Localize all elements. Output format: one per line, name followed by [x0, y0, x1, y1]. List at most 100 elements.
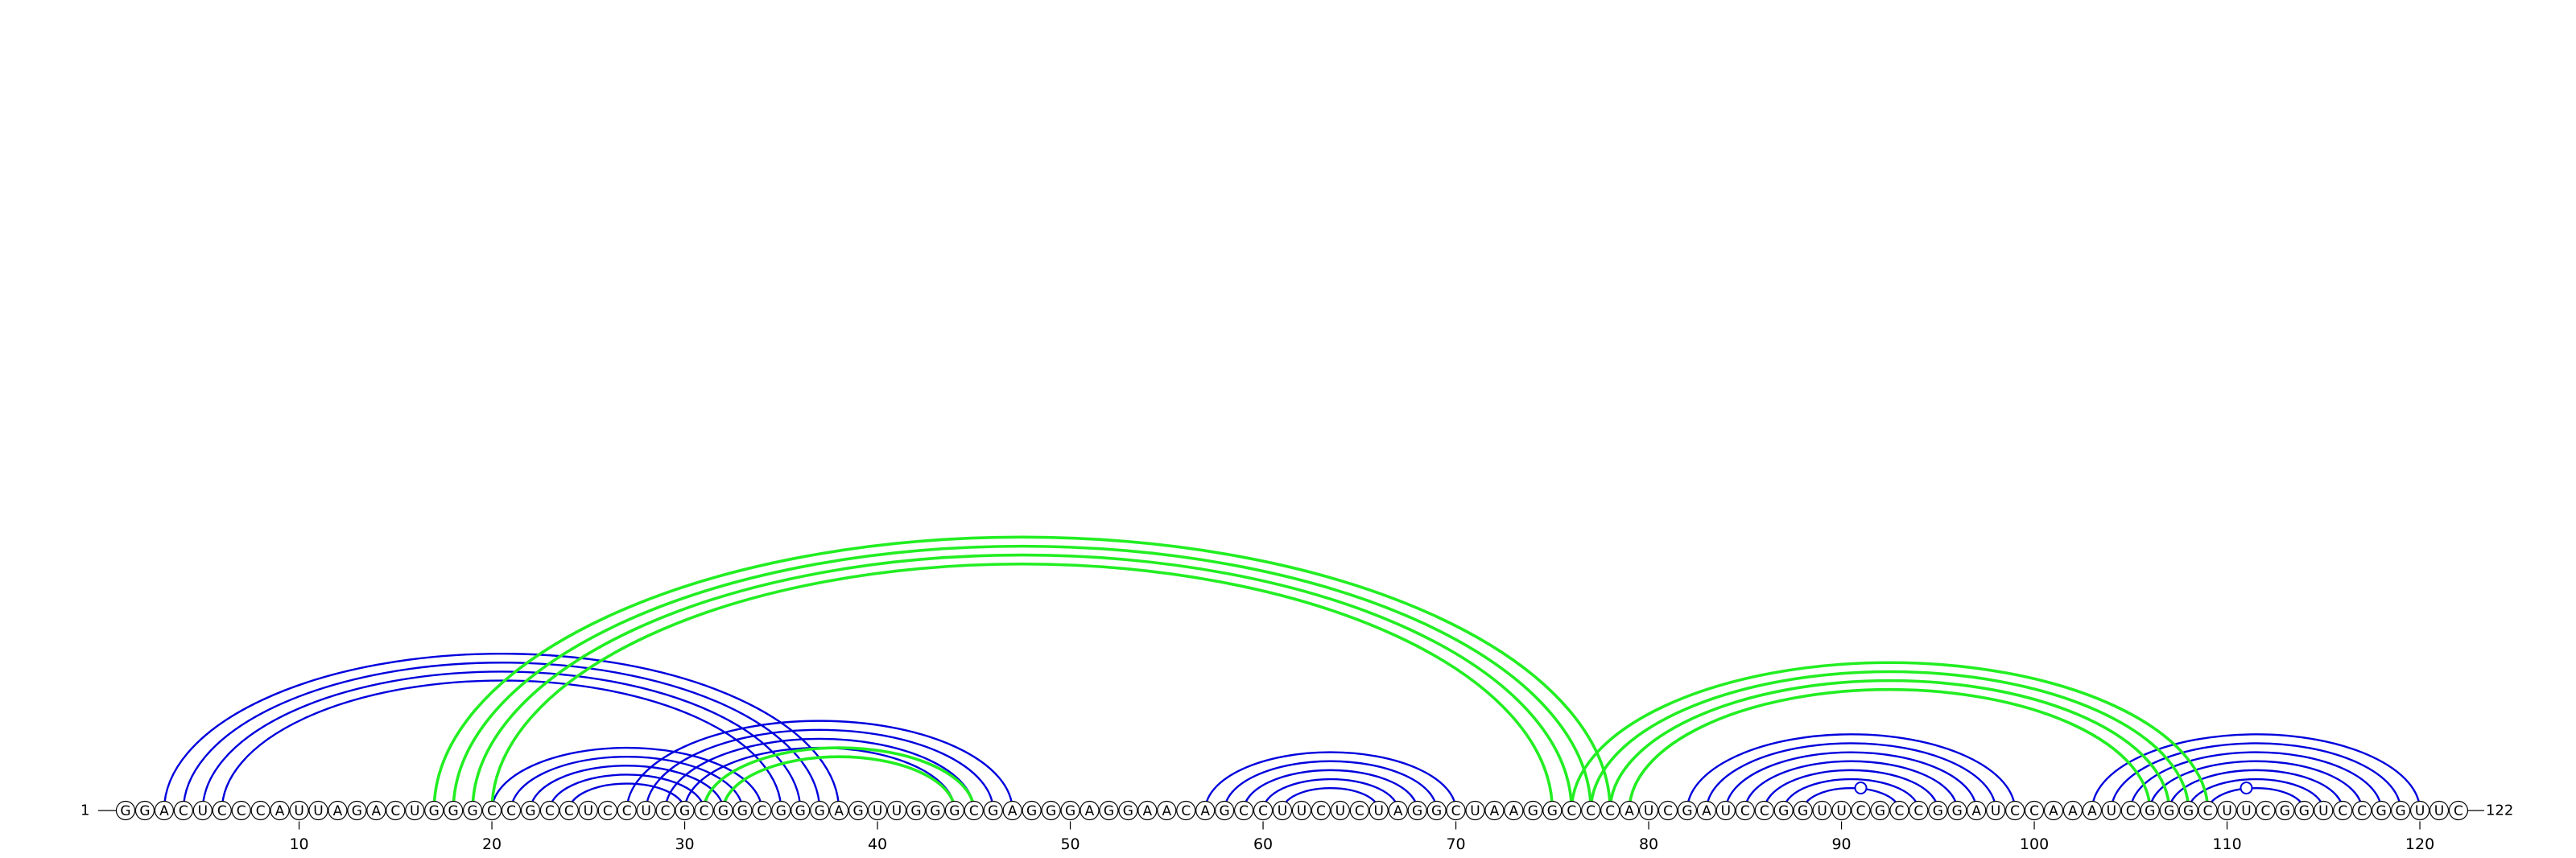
nucleotide-letter: U: [1470, 803, 1480, 819]
base-pair-arc: [510, 755, 744, 811]
nucleotide-letter: C: [2338, 803, 2347, 819]
base-pair-arc: [432, 535, 1612, 811]
nucleotide-circle: [134, 800, 155, 821]
nucleotide-letter: U: [313, 803, 323, 819]
nucleotide-circle: [867, 800, 888, 821]
nucleotide: A: [1137, 800, 1158, 821]
nucleotide-circle: [1022, 800, 1042, 821]
nucleotide: G: [944, 800, 964, 821]
nucleotide-circle: [1388, 800, 1408, 821]
nucleotide-circle: [192, 800, 213, 821]
nucleotide-circle: [733, 800, 753, 821]
nucleotide-letter: A: [372, 803, 382, 819]
nucleotide-circle: [386, 800, 406, 821]
nucleotide-circle: [1619, 800, 1640, 821]
nucleotide: G: [520, 800, 541, 821]
nucleotide: U: [2236, 800, 2256, 821]
nucleotide: U: [1638, 800, 1659, 821]
nucleotide: G: [791, 800, 811, 821]
nucleotide-letter: A: [275, 803, 285, 819]
nucleotide-circle: [1542, 800, 1563, 821]
base-pair-arc: [2149, 760, 2363, 811]
nucleotide-circle: [1523, 800, 1543, 821]
sequence-end-label: 122: [2486, 802, 2513, 819]
base-pair-arc: [664, 737, 975, 811]
nucleotide-letter: A: [2087, 803, 2097, 819]
nucleotide-circle: [2159, 800, 2179, 821]
nucleotide-circle: [791, 800, 811, 821]
nucleotide: C: [2333, 800, 2353, 821]
nucleotide-letter: C: [1567, 803, 1576, 819]
nucleotide-circle: [1233, 800, 1254, 821]
base-pair-arc: [548, 773, 705, 811]
nucleotide-letter: A: [1008, 803, 1018, 819]
nucleotide-letter: A: [1085, 803, 1095, 819]
nucleotide-letter: G: [1952, 803, 1963, 819]
nucleotide-letter: G: [1220, 803, 1230, 819]
nucleotide-letter: A: [1162, 803, 1171, 819]
nucleotide-circle: [1291, 800, 1312, 821]
nucleotide-letter: C: [1856, 803, 1866, 819]
nucleotide-circle: [1986, 800, 2006, 821]
nucleotide: C: [655, 800, 675, 821]
nucleotide-circle: [1677, 800, 1698, 821]
nucleotide: G: [2275, 800, 2295, 821]
base-pair-arc: [490, 746, 763, 811]
nucleotide: U: [289, 800, 309, 821]
arcs-layer: [163, 535, 2421, 811]
nucleotide-letter: G: [2299, 803, 2310, 819]
nucleotide: A: [328, 800, 348, 821]
base-pair-arc: [1744, 760, 1959, 811]
nucleotide-circle: [2062, 800, 2083, 821]
nucleotide: G: [1118, 800, 1138, 821]
base-pair-arc: [625, 720, 1013, 811]
nucleotide-letter: C: [700, 803, 709, 819]
nucleotide-circle: [2352, 800, 2372, 821]
nucleotide-circle: [1099, 800, 1119, 821]
nucleotide-letter: C: [2029, 803, 2039, 819]
nucleotide: U: [192, 800, 213, 821]
nucleotide: G: [134, 800, 155, 821]
nucleotide-letter: G: [679, 803, 690, 819]
base-pair-arc: [1261, 778, 1399, 811]
base-pair-arc: [645, 728, 994, 811]
base-pair-arc: [1763, 769, 1939, 811]
nucleotide: A: [2062, 800, 2083, 821]
nucleotide-letter: C: [622, 803, 632, 819]
nucleotide: C: [1889, 800, 1909, 821]
nucleotide-circle: [1696, 800, 1716, 821]
nucleotide-letter: G: [1026, 803, 1037, 819]
nucleotide-letter: U: [873, 803, 882, 819]
nucleotide: G: [2178, 800, 2198, 821]
nucleotide-letter: G: [1778, 803, 1789, 819]
loop-marker: [2240, 782, 2253, 794]
nucleotide-letter: U: [1991, 803, 2000, 819]
base-pair-arc: [1223, 760, 1438, 811]
nucleotide-letter: G: [468, 803, 478, 819]
nucleotide-circle: [1889, 800, 1909, 821]
nucleotide: G: [983, 800, 1003, 821]
nucleotide-letter: U: [1836, 803, 1846, 819]
nucleotide-letter: U: [1817, 803, 1827, 819]
nucleotide: C: [173, 800, 193, 821]
nucleotide-letter: C: [1663, 803, 1673, 819]
nucleotide-letter: C: [1316, 803, 1326, 819]
axis-tick-label: 110: [2212, 835, 2241, 853]
nucleotide: C: [617, 800, 637, 821]
nucleotide-circle: [1311, 800, 1331, 821]
base-pair-arc: [2168, 769, 2344, 811]
nucleotide-circle: [1195, 800, 1216, 821]
nucleotide-letter: G: [910, 803, 921, 819]
nucleotide-letter: G: [448, 803, 459, 819]
nucleotide-circle: [1909, 800, 1929, 821]
nucleotide-letter: A: [333, 803, 343, 819]
nucleotide-letter: C: [487, 803, 497, 819]
nucleotide-letter: U: [1297, 803, 1307, 819]
nucleotide-circle: [2140, 800, 2160, 821]
nucleotide-circle: [520, 800, 541, 821]
nucleotide: C: [1253, 800, 1274, 821]
nucleotide-circle: [2101, 800, 2121, 821]
nucleotide-letter: C: [390, 803, 400, 819]
nucleotide-letter: G: [988, 803, 998, 819]
base-pair-arc: [1724, 751, 1978, 811]
